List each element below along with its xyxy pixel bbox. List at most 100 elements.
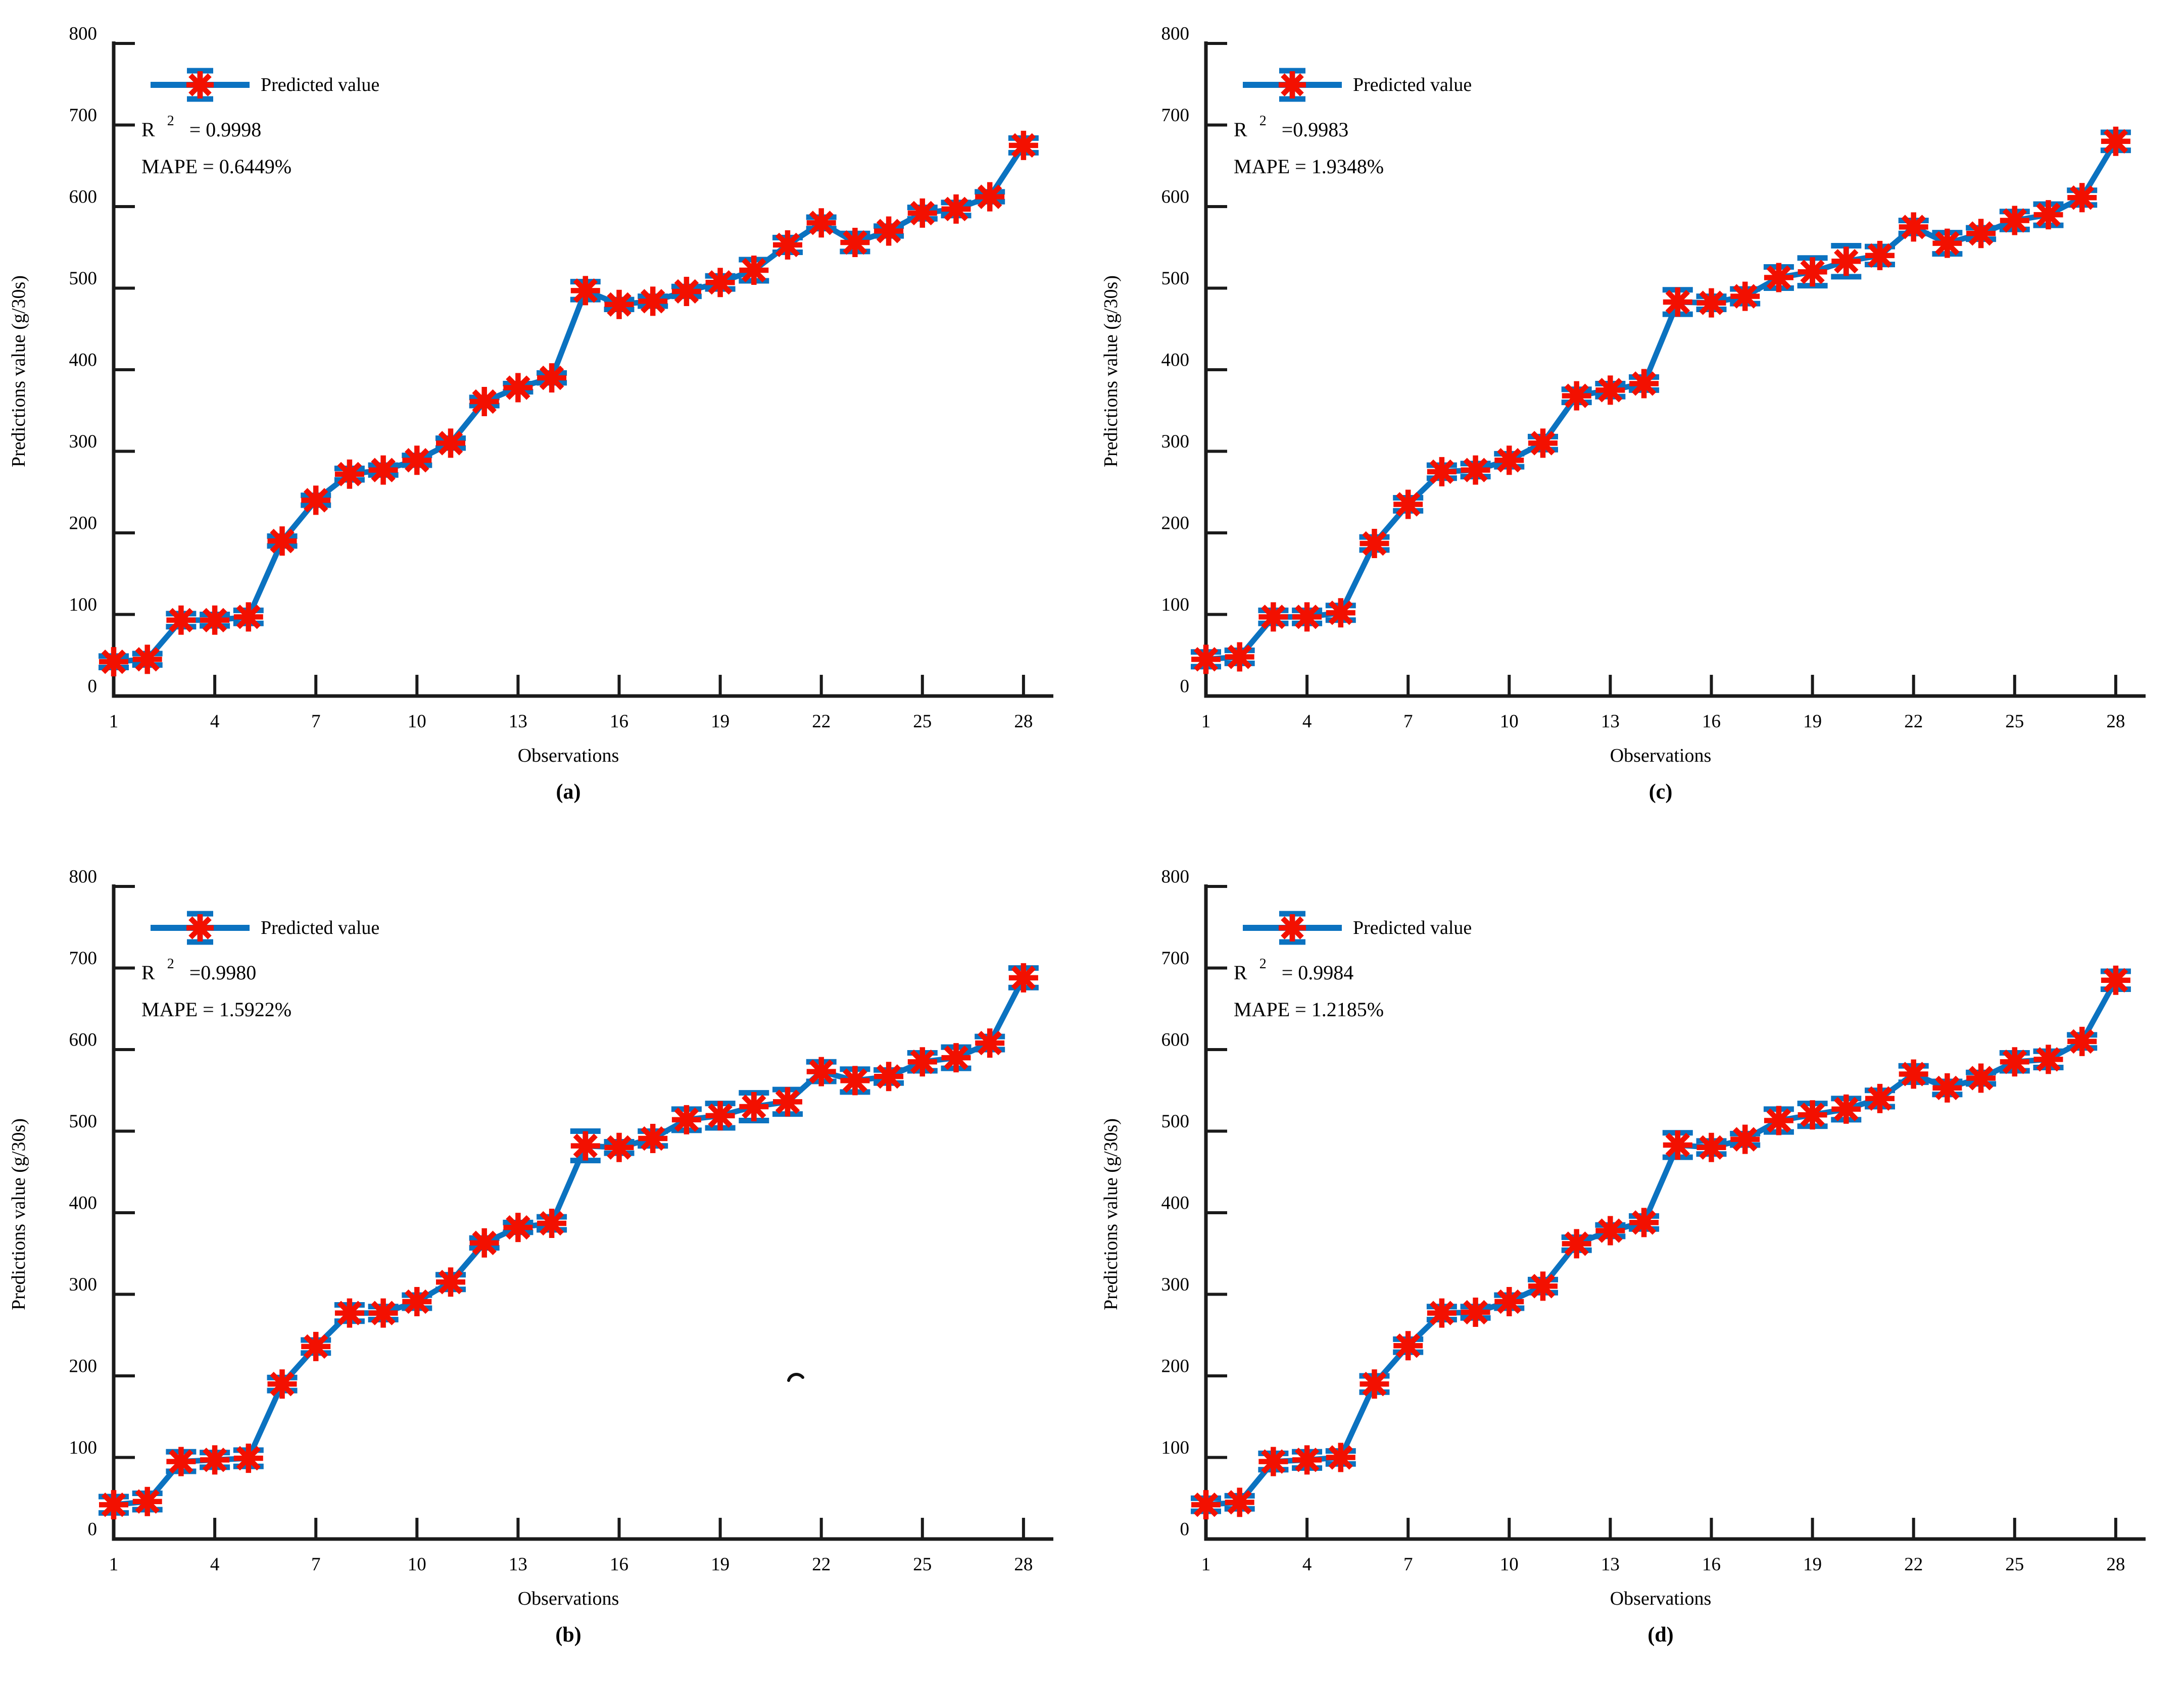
x-tick-label: 7 — [311, 711, 321, 732]
data-point-marker — [2067, 1026, 2097, 1056]
x-tick-label: 10 — [408, 1554, 426, 1575]
series-line — [1205, 139, 2118, 662]
chart-c-plot: 0 100 200 300 400 500 600 700 800 1 4 7 10 13 16 19 22 25… — [1161, 23, 2146, 732]
chart-panel-b: 0 100 200 300 400 500 600 700 800 1 4 7 10 13 16 19 22 25… — [0, 843, 1092, 1686]
y-tick-label: 800 — [69, 866, 98, 887]
x-tick-label: 1 — [1201, 711, 1211, 732]
y-tick-label: 700 — [1161, 948, 1190, 969]
x-tick-label: 16 — [1702, 1554, 1721, 1575]
data-point-marker — [1528, 428, 1558, 458]
y-axis-title: Predictions value (g/30s) — [8, 1118, 29, 1310]
x-tick-label: 25 — [913, 711, 932, 732]
subplot-caption-d: (d) — [1647, 1623, 1674, 1647]
data-point-marker — [1562, 1229, 1591, 1259]
r2-symbol: R — [1234, 961, 1247, 984]
data-point-marker — [132, 644, 162, 674]
x-axis-title: Observations — [1610, 745, 1712, 766]
x-tick-label: 7 — [1403, 711, 1413, 732]
axes-lines — [112, 884, 1053, 1541]
r2-symbol: R — [1234, 118, 1247, 141]
series-line — [113, 143, 1026, 665]
data-point-marker — [2067, 183, 2097, 213]
y-tick-label: 100 — [1161, 1437, 1190, 1458]
data-point-marker — [1798, 257, 1827, 287]
data-point-marker — [1326, 598, 1355, 628]
legend-marker — [186, 71, 214, 98]
x-tick-label: 19 — [711, 1554, 730, 1575]
y-tick-label: 600 — [69, 1029, 98, 1050]
x-axis-title: Observations — [517, 745, 619, 766]
data-point-marker — [570, 276, 600, 306]
data-point-marker — [2101, 965, 2130, 995]
data-point-marker — [975, 182, 1005, 212]
data-point-marker — [1831, 246, 1861, 276]
error-bars — [1191, 129, 2131, 670]
y-tick-label: 200 — [1161, 1356, 1190, 1376]
data-point-marker — [1865, 1083, 1895, 1113]
data-point-marker — [671, 276, 701, 306]
x-tick-label: 19 — [711, 711, 730, 732]
y-tick-label: 600 — [1161, 1029, 1190, 1050]
x-tick-label: 22 — [1904, 1554, 1923, 1575]
data-point-marker — [840, 228, 870, 258]
data-point-marker — [233, 1444, 263, 1473]
data-point-marker — [200, 605, 230, 635]
data-point-marker — [1360, 528, 1389, 558]
data-point-marker — [1730, 281, 1760, 311]
data-point-marker — [200, 1445, 230, 1475]
x-tick-label: 25 — [2005, 711, 2024, 732]
mape-stat: MAPE = 1.5922% — [141, 998, 292, 1021]
data-point-marker — [1798, 1100, 1827, 1130]
data-point-marker — [570, 1131, 600, 1161]
y-tick-label: 200 — [1161, 513, 1190, 533]
error-bars — [1191, 968, 2131, 1514]
data-point-marker — [503, 1213, 533, 1243]
x-axis-title: Observations — [1610, 1588, 1712, 1609]
data-point-marker — [1360, 1369, 1389, 1399]
data-point-marker — [1461, 1298, 1490, 1327]
y-tick-label: 100 — [1161, 594, 1190, 615]
data-point-marker — [267, 1369, 297, 1399]
series-line — [1205, 979, 2118, 1508]
data-point-marker — [267, 526, 297, 556]
x-tick-label: 4 — [210, 711, 220, 732]
chart-d-plot: 0 100 200 300 400 500 600 700 800 1 4 7 10 13 16 19 22 25… — [1161, 866, 2146, 1575]
data-point-marker — [1008, 963, 1038, 993]
x-tick-label: 7 — [1403, 1554, 1413, 1575]
x-tick-label: 7 — [311, 1554, 321, 1575]
x-tick-label: 13 — [509, 711, 527, 732]
data-point-marker — [705, 1101, 735, 1130]
data-point-marker — [132, 1486, 162, 1516]
r2-stat: R 2 =0.9980 — [141, 956, 256, 984]
y-tick-label: 100 — [69, 594, 98, 615]
x-tick-label: 25 — [2005, 1554, 2024, 1575]
r2-stat: R 2 =0.9983 — [1234, 113, 1348, 141]
y-tick-label: 400 — [1161, 1193, 1190, 1213]
series-line — [113, 976, 1026, 1508]
data-point-marker — [773, 1087, 802, 1117]
r2-value: =0.9980 — [189, 961, 257, 984]
data-point-marker — [1831, 1094, 1861, 1124]
y-axis-title: Predictions value (g/30s) — [1100, 275, 1122, 467]
x-tick-label: 25 — [913, 1554, 932, 1575]
legend-marker — [1279, 71, 1306, 98]
y-tick-label: 700 — [69, 105, 98, 126]
data-point-marker — [1494, 445, 1524, 475]
y-tick-label: 400 — [69, 350, 98, 370]
data-point-marker — [368, 455, 398, 485]
data-point-marker — [941, 194, 971, 224]
data-point-marker — [469, 1228, 499, 1258]
x-tick-label: 19 — [1803, 711, 1822, 732]
y-tick-label: 100 — [69, 1437, 98, 1458]
data-point-marker — [2033, 200, 2063, 230]
axes-lines — [1204, 41, 2146, 698]
data-point-marker — [1629, 369, 1659, 399]
data-point-marker — [1899, 1059, 1928, 1089]
chart-panel-d: 0 100 200 300 400 500 600 700 800 1 4 7 10 13 16 19 22 25… — [1092, 843, 2184, 1686]
data-point-marker — [2033, 1045, 2063, 1074]
y-tick-label: 400 — [1161, 350, 1190, 370]
y-tick-label: 700 — [1161, 105, 1190, 126]
data-point-marker — [537, 363, 567, 393]
x-tick-label: 10 — [1500, 1554, 1519, 1575]
data-point-marker — [739, 1092, 769, 1122]
